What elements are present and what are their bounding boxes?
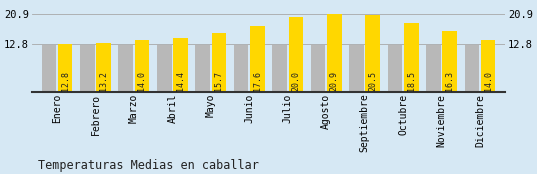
Text: 13.2: 13.2 [99,71,108,91]
Bar [234,45,249,92]
Bar [195,45,210,92]
Text: 16.3: 16.3 [445,71,454,91]
Text: 14.0: 14.0 [137,71,147,91]
Bar [157,45,171,92]
Text: 15.7: 15.7 [214,71,223,91]
Text: 17.6: 17.6 [253,71,262,91]
Bar [288,17,303,92]
Bar [41,45,56,92]
Bar [366,15,380,92]
Bar [119,45,133,92]
Text: 20.9: 20.9 [330,71,339,91]
Bar [96,43,111,92]
Bar [250,26,265,92]
Text: 18.5: 18.5 [407,71,416,91]
Text: 20.5: 20.5 [368,71,377,91]
Text: 14.0: 14.0 [484,71,492,91]
Text: 20.0: 20.0 [291,71,300,91]
Bar [404,23,418,92]
Bar [388,45,402,92]
Bar [349,45,364,92]
Bar [80,45,95,92]
Bar [311,45,325,92]
Bar [57,44,72,92]
Bar [465,45,480,92]
Bar [212,33,226,92]
Bar [272,45,287,92]
Bar [481,40,496,92]
Bar [135,40,149,92]
Bar [442,31,457,92]
Bar [327,14,342,92]
Bar [173,38,188,92]
Text: 14.4: 14.4 [176,71,185,91]
Bar [426,45,441,92]
Text: Temperaturas Medias en caballar: Temperaturas Medias en caballar [38,159,258,172]
Text: 12.8: 12.8 [61,71,69,91]
